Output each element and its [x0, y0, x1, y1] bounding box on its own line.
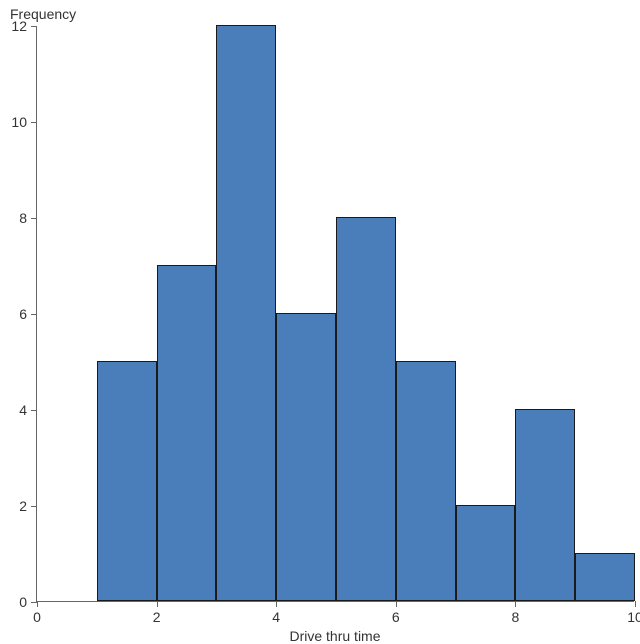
histogram-chart: Frequency 0246810120246810 Drive thru ti…: [0, 0, 640, 640]
y-tick-label: 2: [19, 498, 37, 514]
x-axis-title: Drive thru time: [289, 628, 380, 644]
y-tick-label: 6: [19, 306, 37, 322]
y-tick-label: 4: [19, 402, 37, 418]
histogram-bar: [336, 217, 396, 601]
x-tick-label: 10: [627, 601, 640, 625]
x-tick-label: 6: [392, 601, 400, 625]
histogram-bar: [575, 553, 635, 601]
y-tick-label: 10: [11, 114, 37, 130]
histogram-bar: [515, 409, 575, 601]
histogram-bar: [276, 313, 336, 601]
y-tick-label: 8: [19, 210, 37, 226]
x-tick-label: 2: [153, 601, 161, 625]
y-tick-label: 12: [11, 18, 37, 34]
histogram-bar: [396, 361, 456, 601]
histogram-bar: [157, 265, 217, 601]
plot-area: 0246810120246810: [36, 26, 634, 602]
x-tick-label: 4: [272, 601, 280, 625]
x-tick-label: 8: [511, 601, 519, 625]
histogram-bar: [456, 505, 516, 601]
histogram-bar: [216, 25, 276, 601]
histogram-bar: [97, 361, 157, 601]
x-tick-label: 0: [33, 601, 41, 625]
